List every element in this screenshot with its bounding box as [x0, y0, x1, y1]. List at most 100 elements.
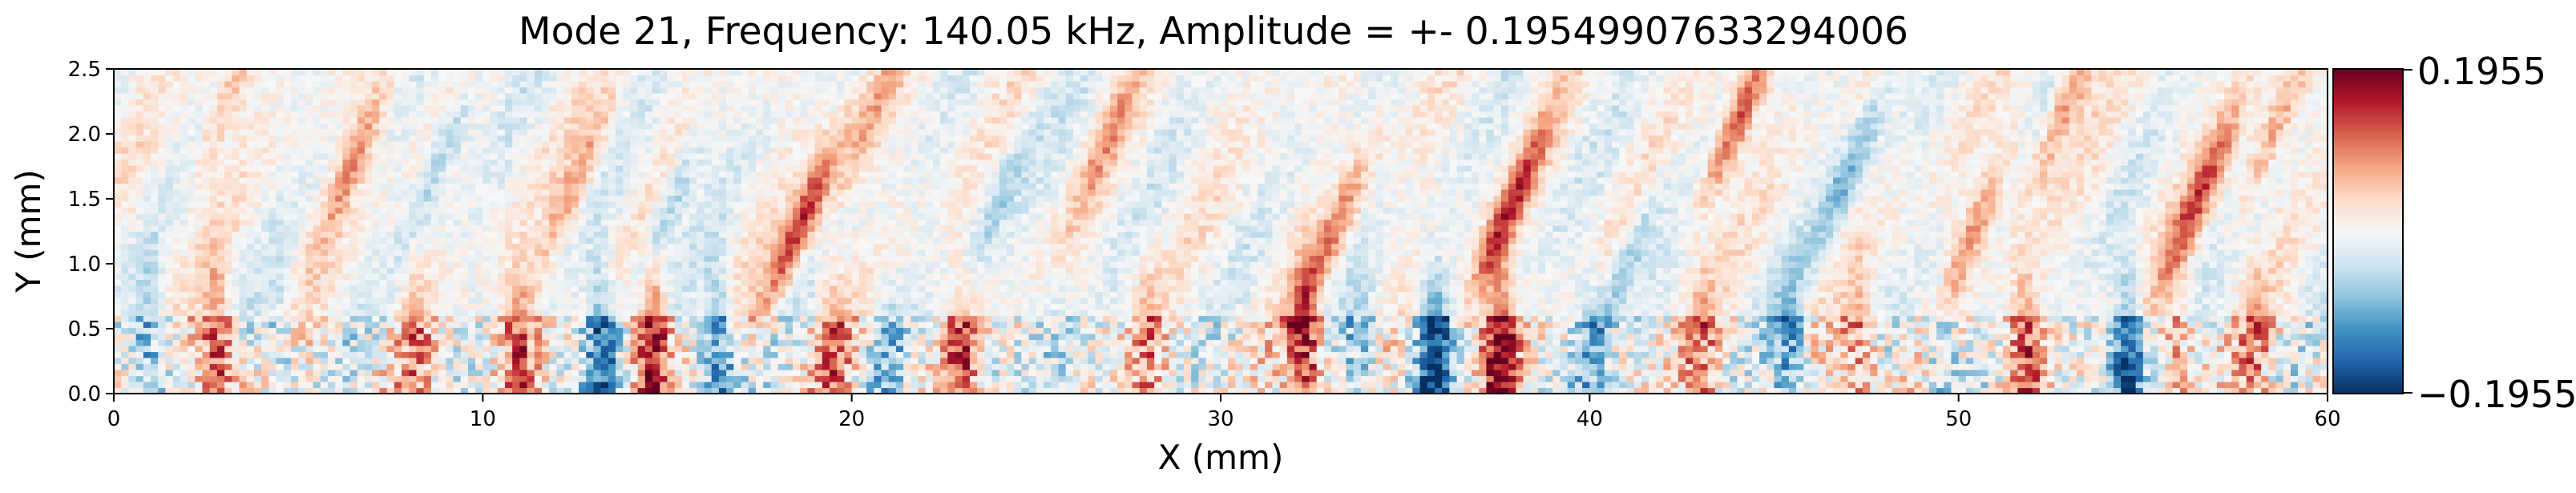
- heatmap-cell: [504, 333, 513, 341]
- heatmap-cell: [2224, 375, 2232, 382]
- heatmap-cell: [807, 358, 816, 365]
- heatmap-cell: [681, 382, 690, 389]
- heatmap-cell: [748, 370, 757, 377]
- heatmap-cell: [711, 363, 720, 370]
- heatmap-cell: [475, 375, 483, 382]
- heatmap-cell: [1722, 382, 1730, 389]
- heatmap-cell: [172, 382, 181, 389]
- heatmap-cell: [2017, 315, 2026, 322]
- heatmap-cell: [1007, 370, 1015, 377]
- heatmap-cell: [1250, 370, 1258, 377]
- heatmap-cell: [2320, 315, 2328, 322]
- heatmap-cell: [269, 327, 277, 334]
- heatmap-cell: [1272, 333, 1281, 341]
- heatmap-cell: [837, 321, 846, 329]
- heatmap-cell: [1235, 339, 1244, 346]
- heatmap-cell: [1870, 363, 1878, 370]
- heatmap-cell: [2150, 358, 2158, 365]
- heatmap-cell: [903, 333, 911, 341]
- heatmap-cell: [1434, 297, 1443, 305]
- heatmap-cell: [1611, 315, 1620, 322]
- heatmap-cell: [1294, 363, 1302, 370]
- heatmap-cell: [858, 333, 867, 341]
- heatmap-cell: [660, 346, 668, 353]
- heatmap-cell: [903, 370, 911, 377]
- heatmap-cell: [512, 375, 520, 382]
- heatmap-cell: [793, 333, 801, 341]
- heatmap-cell: [984, 297, 993, 305]
- heatmap-cell: [1228, 303, 1237, 310]
- heatmap-cell: [475, 297, 483, 305]
- heatmap-cell: [1191, 303, 1199, 310]
- heatmap-cell: [1730, 363, 1738, 370]
- heatmap-cell: [232, 358, 240, 365]
- heatmap-cell: [320, 309, 329, 317]
- heatmap-cell: [1456, 309, 1465, 317]
- heatmap-cell: [1051, 346, 1060, 353]
- heatmap-cell: [1774, 346, 1783, 353]
- heatmap-cell: [1294, 375, 1302, 382]
- heatmap-cell: [1095, 291, 1104, 298]
- heatmap-cell: [1360, 346, 1369, 353]
- heatmap-cell: [1213, 321, 1221, 329]
- heatmap-cell: [2261, 339, 2269, 346]
- heatmap-cell: [2194, 382, 2203, 389]
- heatmap-cell: [1472, 315, 1480, 322]
- heatmap-cell: [1265, 303, 1274, 310]
- heatmap-cell: [416, 339, 425, 346]
- heatmap-cell: [1117, 303, 1125, 310]
- heatmap-cell: [2312, 363, 2321, 370]
- heatmap-cell: [977, 339, 985, 346]
- heatmap-cell: [1847, 363, 1856, 370]
- heatmap-cell: [1472, 363, 1480, 370]
- heatmap-cell: [1036, 346, 1044, 353]
- heatmap-cell: [283, 333, 292, 341]
- heatmap-cell: [202, 358, 211, 365]
- heatmap-cell: [1877, 358, 1886, 365]
- heatmap-cell: [1419, 297, 1428, 305]
- heatmap-cell: [1907, 339, 1916, 346]
- heatmap-cell: [2231, 339, 2240, 346]
- heatmap-cell: [689, 358, 697, 365]
- heatmap-cell: [394, 346, 402, 353]
- heatmap-cell: [1973, 339, 1981, 346]
- heatmap-cell: [830, 297, 838, 305]
- heatmap-cell: [1095, 303, 1104, 310]
- heatmap-cell: [1464, 382, 1472, 389]
- heatmap-cell: [1678, 339, 1686, 346]
- heatmap-cell: [1191, 309, 1199, 317]
- heatmap-cell: [837, 375, 846, 382]
- heatmap-cell: [556, 321, 565, 329]
- heatmap-cell: [1183, 327, 1192, 334]
- heatmap-cell: [1560, 351, 1569, 358]
- heatmap-cell: [446, 339, 454, 346]
- heatmap-cell: [386, 358, 395, 365]
- heatmap-cell: [718, 363, 727, 370]
- heatmap-cell: [1781, 346, 1790, 353]
- heatmap-cell: [1552, 327, 1561, 334]
- heatmap-cell: [438, 358, 446, 365]
- heatmap-cell: [453, 309, 462, 317]
- heatmap-cell: [1072, 327, 1081, 334]
- heatmap-cell: [2069, 321, 2077, 329]
- heatmap-cell: [1641, 297, 1649, 305]
- heatmap-cell: [342, 363, 351, 370]
- heatmap-cell: [114, 291, 122, 298]
- heatmap-cell: [1427, 339, 1435, 346]
- heatmap-cell: [1833, 333, 1841, 341]
- heatmap-cell: [1648, 321, 1657, 329]
- heatmap-cell: [2194, 375, 2203, 382]
- heatmap-cell: [2098, 358, 2107, 365]
- heatmap-cell: [261, 351, 269, 358]
- heatmap-cell: [2039, 339, 2048, 346]
- heatmap-cell: [1751, 363, 1760, 370]
- heatmap-cell: [1235, 370, 1244, 377]
- heatmap-cell: [246, 315, 255, 322]
- heatmap-cell: [608, 346, 616, 353]
- heatmap-cell: [438, 321, 446, 329]
- heatmap-cell: [1788, 370, 1797, 377]
- heatmap-cell: [232, 375, 240, 382]
- heatmap-cell: [1766, 358, 1775, 365]
- heatmap-cell: [1044, 351, 1052, 358]
- heatmap-cell: [349, 333, 358, 341]
